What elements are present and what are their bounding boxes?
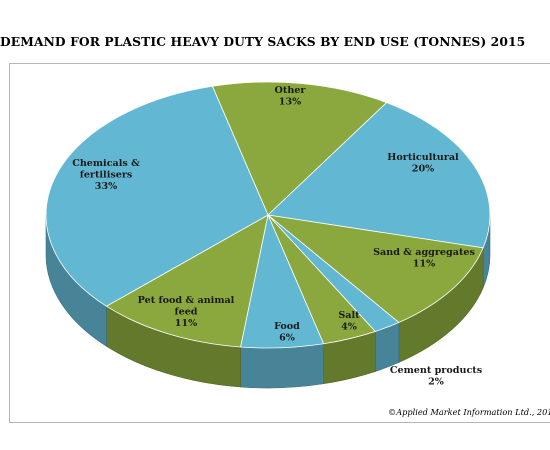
label-food: Food 6% — [274, 321, 300, 344]
pie-sides — [45, 214, 491, 389]
pie-slices — [45, 81, 491, 349]
label-other: Other 13% — [275, 85, 307, 108]
slice-chemicals-and-fertilisers — [45, 85, 269, 307]
label-cement-products: Cement products 2% — [390, 365, 482, 388]
slice-pet-food-and-animal-feed — [105, 214, 269, 348]
pie-labels: Other 13% Horticultural 20% Sand & aggregate… — [72, 85, 482, 388]
label-pet-food-and-animal-feed: Pet food & animal feed 11% — [138, 295, 235, 329]
slice-sand-and-aggregates — [266, 214, 484, 323]
slice-horticultural — [267, 102, 491, 249]
copyright-note: ©Applied Market Information Ltd., 2016 — [388, 407, 550, 417]
side-food — [240, 343, 324, 389]
chart-title: DEMAND FOR PLASTIC HEAVY DUTY SACKS BY E… — [0, 34, 526, 49]
label-salt: Salt 4% — [338, 310, 360, 333]
label-sand-and-aggregates: Sand & aggregates 11% — [373, 247, 475, 270]
slice-other — [211, 81, 388, 216]
label-chemicals-and-fertilisers: Chemicals & fertilisers 33% — [72, 158, 140, 192]
label-horticultural: Horticultural 20% — [387, 152, 459, 175]
